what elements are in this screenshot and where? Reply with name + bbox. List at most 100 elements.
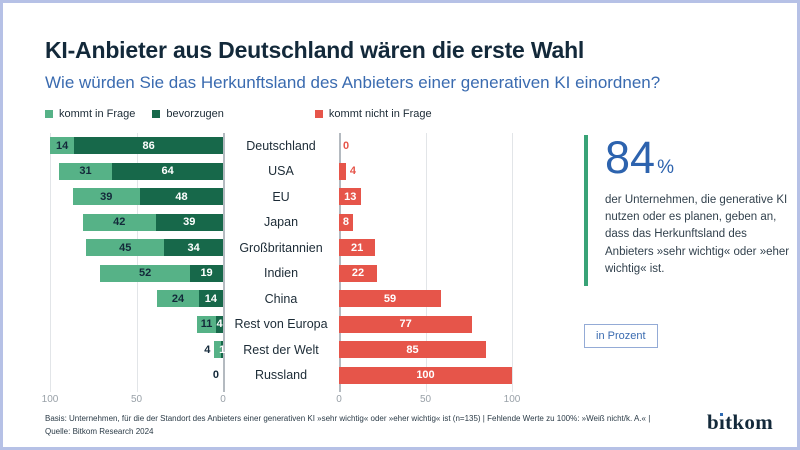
value-label: 19 bbox=[200, 267, 213, 280]
chart-gridlines bbox=[50, 133, 516, 392]
value-label: 34 bbox=[187, 241, 200, 254]
left-bar-cell: 52 19 bbox=[50, 264, 223, 282]
bar-kommt-nicht-in-frage bbox=[339, 162, 346, 180]
footer-basis-line: Basis: Unternehmen, für die der Standort… bbox=[45, 414, 651, 424]
footer: Basis: Unternehmen, für die der Standort… bbox=[45, 413, 650, 438]
bar-bevorzugen: 14 bbox=[198, 290, 223, 308]
legend: kommt in Frage bevorzugen kommt nicht in… bbox=[45, 108, 755, 120]
value-label: 85 bbox=[406, 343, 419, 356]
right-bar-cell: 77 bbox=[339, 315, 516, 333]
bar-bevorzugen: 64 bbox=[112, 162, 223, 180]
axis-tick: 50 bbox=[419, 394, 432, 405]
bar-bevorzugen: 1 bbox=[219, 341, 226, 359]
category-label: USA bbox=[268, 164, 294, 179]
axis-zero-line bbox=[223, 133, 225, 392]
right-bar-cell: 59 bbox=[339, 290, 516, 308]
value-label: 14 bbox=[56, 139, 69, 152]
value-label: 42 bbox=[113, 216, 126, 229]
legend-item-kommt-in-frage: kommt in Frage bbox=[45, 108, 135, 120]
legend-label: bevorzugen bbox=[166, 108, 224, 120]
diverging-bar-chart: 14 86 Deutschland 0 31 64 USA 4 39 48 EU 13 42 39 Japa… bbox=[42, 133, 521, 408]
left-bar-cell: 31 64 bbox=[50, 162, 223, 180]
unit-badge: in Prozent bbox=[584, 324, 658, 348]
right-bar-cell: 8 bbox=[339, 213, 516, 231]
bar-kommt-nicht-in-frage: 13 bbox=[339, 188, 362, 206]
chart-axis-ticks: 100 50 0 0 50 100 bbox=[42, 394, 521, 408]
value-label: 31 bbox=[79, 165, 92, 178]
axis-zero-line bbox=[339, 133, 341, 392]
gridline bbox=[425, 133, 427, 392]
bar-kommt-in-frage: 52 bbox=[100, 264, 191, 282]
legend-label: kommt nicht in Frage bbox=[328, 108, 432, 120]
stat-callout: 84% der Unternehmen, die generative KI n… bbox=[584, 135, 791, 286]
bar-bevorzugen: 4 bbox=[216, 315, 223, 333]
gridline bbox=[50, 133, 51, 392]
value-label: 21 bbox=[351, 241, 364, 254]
stat-unit: % bbox=[657, 157, 674, 178]
axis-tick: 100 bbox=[503, 394, 521, 405]
right-bar-cell: 4 bbox=[339, 162, 516, 180]
gridline bbox=[512, 133, 513, 392]
stat-description: der Unternehmen, die generative KI nutze… bbox=[605, 193, 790, 275]
logo-i-dot-icon bbox=[719, 412, 724, 416]
right-bar-cell: 85 bbox=[339, 341, 516, 359]
bar-kommt-nicht-in-frage: 77 bbox=[339, 315, 473, 333]
bar-bevorzugen: 86 bbox=[74, 137, 223, 155]
bar-kommt-nicht-in-frage: 59 bbox=[339, 290, 442, 308]
value-label: 11 bbox=[200, 318, 213, 331]
axis-tick: 0 bbox=[220, 394, 226, 405]
bar-kommt-in-frage: 42 bbox=[82, 213, 156, 231]
axis-tick: 50 bbox=[130, 394, 143, 405]
left-bar-cell: 24 14 bbox=[50, 290, 223, 308]
category-label: EU bbox=[272, 189, 290, 204]
category-label: Großbritannien bbox=[239, 240, 323, 255]
value-label: 59 bbox=[383, 292, 397, 305]
page-title: KI-Anbieter aus Deutschland wären die er… bbox=[45, 37, 585, 63]
bar-kommt-in-frage: 39 bbox=[72, 188, 140, 206]
gridline bbox=[136, 133, 138, 392]
value-label: 24 bbox=[171, 292, 185, 305]
value-label: 4 bbox=[349, 165, 357, 178]
content-area: KI-Anbieter aus Deutschland wären die er… bbox=[3, 37, 797, 408]
value-label: 8 bbox=[342, 216, 349, 229]
page-subtitle: Wie würden Sie das Herkunftsland des Anb… bbox=[45, 73, 661, 92]
value-label: 86 bbox=[142, 139, 155, 152]
legend-label: kommt in Frage bbox=[59, 108, 136, 120]
logo-letter-i: ı bbox=[718, 410, 726, 434]
right-bar-cell: 100 bbox=[339, 366, 516, 384]
left-bar-cell: 0 bbox=[50, 367, 223, 384]
chart-and-panel: 14 86 Deutschland 0 31 64 USA 4 39 48 EU 13 42 39 Japa… bbox=[42, 133, 789, 408]
stat-value: 84 bbox=[605, 132, 656, 183]
bar-bevorzugen: 34 bbox=[164, 239, 223, 257]
left-bar-cell: 11 4 bbox=[50, 315, 223, 333]
bar-kommt-in-frage: 14 bbox=[50, 137, 75, 155]
legend-item-kommt-nicht-in-frage: kommt nicht in Frage bbox=[314, 108, 432, 120]
category-label: Indien bbox=[263, 266, 299, 281]
category-label: Deutschland bbox=[246, 138, 316, 153]
axis-tick: 100 bbox=[41, 394, 59, 405]
bar-bevorzugen: 48 bbox=[139, 188, 223, 206]
right-bar-cell: 0 bbox=[339, 137, 516, 154]
bar-kommt-nicht-in-frage: 22 bbox=[339, 264, 378, 282]
value-label: 1 bbox=[219, 343, 226, 356]
bar-bevorzugen: 39 bbox=[155, 213, 223, 231]
value-label: 13 bbox=[344, 190, 357, 203]
category-label: China bbox=[264, 291, 298, 306]
value-label: 52 bbox=[139, 267, 152, 280]
value-label: 39 bbox=[183, 216, 196, 229]
value-label: 48 bbox=[175, 190, 188, 203]
value-label: 0 bbox=[212, 369, 219, 382]
bar-kommt-in-frage bbox=[214, 341, 222, 359]
footer-source-line: Quelle: Bitkom Research 2024 bbox=[45, 426, 154, 436]
value-label: 45 bbox=[119, 241, 132, 254]
right-bar-cell: 22 bbox=[339, 264, 516, 282]
value-label: 0 bbox=[343, 139, 350, 152]
value-label: 4 bbox=[216, 318, 223, 331]
right-bar-cell: 13 bbox=[339, 188, 516, 206]
legend-item-bevorzugen: bevorzugen bbox=[152, 108, 224, 120]
value-label: 4 bbox=[204, 343, 211, 356]
bar-kommt-in-frage: 45 bbox=[86, 239, 165, 257]
value-label: 100 bbox=[416, 369, 435, 382]
